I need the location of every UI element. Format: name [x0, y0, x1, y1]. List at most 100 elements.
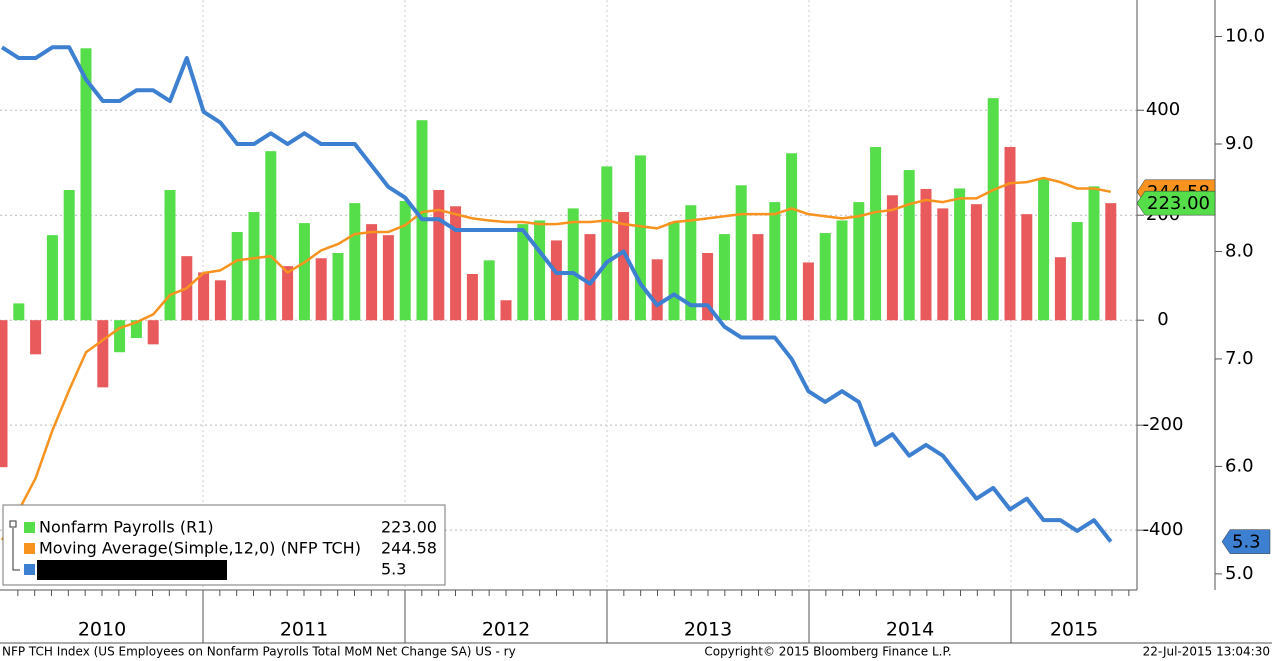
legend-swatch	[24, 543, 35, 554]
value-tag-label: 223.00	[1147, 193, 1210, 214]
bar	[466, 274, 478, 321]
bar	[349, 203, 361, 321]
bar	[702, 253, 714, 321]
line	[0, 45, 1113, 543]
bar	[164, 190, 176, 321]
bar	[634, 155, 646, 321]
bar	[0, 320, 8, 468]
x-tick-label: 2012	[482, 619, 530, 641]
bar	[937, 208, 949, 321]
bar	[870, 146, 882, 321]
bar	[1004, 146, 1016, 321]
bar	[248, 212, 260, 321]
bar	[920, 188, 932, 321]
legend-label: Moving Average(Simple,12,0) (NFP TCH)	[39, 539, 361, 558]
bar	[231, 232, 243, 321]
bar	[517, 224, 529, 321]
bar	[584, 234, 596, 321]
bar	[130, 320, 142, 339]
bar	[886, 195, 898, 321]
footer-right: 22-Jul-2015 13:04:30	[1143, 645, 1270, 659]
x-tick-label: 2010	[78, 619, 126, 641]
bar	[1105, 203, 1117, 321]
bar	[685, 205, 697, 321]
bar	[668, 222, 680, 321]
legend-value: 223.00	[381, 518, 437, 537]
bar	[366, 224, 378, 321]
bar	[46, 235, 58, 321]
legend-label: Stopa bezrobocia (R2)	[39, 560, 217, 579]
bar	[30, 320, 42, 355]
legend-bracket	[12, 528, 20, 571]
bar	[853, 202, 865, 321]
bar	[718, 234, 730, 321]
bar	[13, 303, 25, 321]
bar	[80, 48, 92, 321]
footer-center: Copyright© 2015 Bloomberg Finance L.P.	[704, 645, 951, 659]
y-tick-label: -200	[1143, 414, 1184, 435]
bar	[332, 253, 344, 321]
bar	[802, 262, 814, 321]
legend-swatch	[24, 522, 35, 533]
bar	[214, 280, 226, 321]
y2-tick-label: 10.0	[1225, 26, 1265, 47]
bar	[618, 212, 630, 321]
bar	[954, 188, 966, 321]
tags: 244.58223.005.3	[1136, 179, 1271, 554]
x-tick-label: 2011	[280, 619, 328, 641]
bar	[315, 258, 327, 321]
bar	[500, 300, 512, 321]
y2-tick-label: 6.0	[1225, 455, 1254, 476]
bar	[198, 272, 210, 321]
x-tick-label: 2015	[1050, 619, 1098, 641]
bar	[97, 320, 109, 388]
bar	[550, 240, 562, 321]
bar	[601, 166, 613, 321]
bar	[298, 223, 310, 321]
bar	[483, 260, 495, 321]
x-tick-label: 2014	[886, 619, 934, 641]
x-tick-label: 2013	[684, 619, 732, 641]
bar	[903, 170, 915, 321]
bar	[433, 190, 445, 321]
y-tick-label: 0	[1157, 309, 1168, 330]
bar	[752, 234, 764, 321]
y2-tick-label: 5.0	[1225, 563, 1254, 584]
bar	[970, 204, 982, 321]
bar	[114, 320, 126, 353]
bar	[786, 153, 798, 321]
legend-swatch	[24, 564, 35, 575]
bar	[1038, 178, 1050, 321]
legend-highlight	[37, 560, 227, 580]
plot	[0, 45, 1117, 543]
bar	[265, 151, 277, 321]
legend-value: 244.58	[381, 539, 437, 558]
bar	[1054, 257, 1066, 321]
bar	[282, 266, 294, 321]
value-tag-label: 5.3	[1232, 532, 1261, 553]
legend-label: Nonfarm Payrolls (R1)	[39, 518, 214, 537]
bar	[735, 185, 747, 321]
y2-tick-label: 9.0	[1225, 133, 1254, 154]
bar	[987, 98, 999, 321]
bar	[399, 201, 411, 321]
bar	[450, 206, 462, 321]
bar	[651, 259, 663, 321]
bar	[567, 208, 579, 321]
bar	[819, 233, 831, 321]
bar	[147, 320, 159, 345]
y2-tick-label: 8.0	[1225, 240, 1254, 261]
legend-bracket-box	[9, 520, 17, 528]
footer-left: NFP TCH Index (US Employees on Nonfarm P…	[2, 645, 516, 659]
axes: -400-20002004005.06.07.08.09.010.0201020…	[0, 0, 1272, 644]
bar	[769, 202, 781, 321]
y-tick-label: -400	[1143, 519, 1184, 540]
bar	[836, 220, 848, 321]
bar	[63, 190, 75, 321]
bar	[382, 235, 394, 321]
value-tag	[1136, 190, 1216, 216]
legend: Nonfarm Payrolls (R1) 223.00 Moving Averag…	[2, 504, 446, 586]
y2-tick-label: 7.0	[1225, 348, 1254, 369]
y-tick-label: 400	[1146, 99, 1180, 120]
